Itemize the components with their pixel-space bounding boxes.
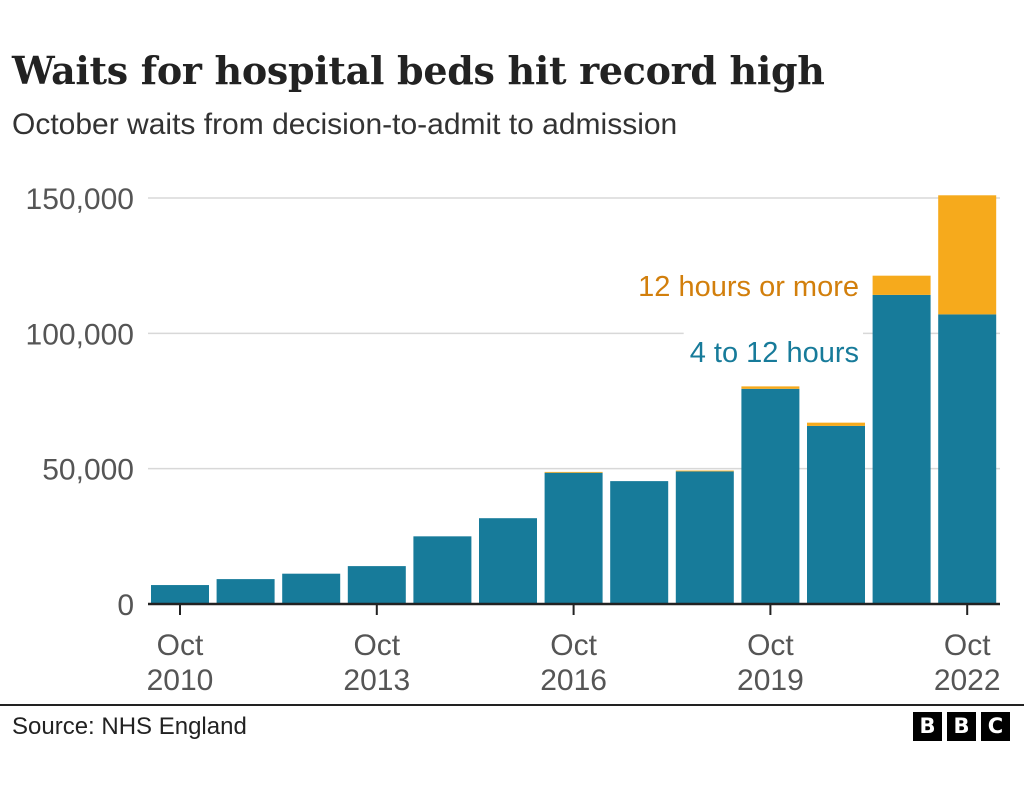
x-tick-label: Oct bbox=[157, 629, 204, 662]
annotation-background bbox=[632, 266, 863, 306]
bar-segment-4-to-12-hours bbox=[216, 579, 275, 604]
x-tick-label: Oct bbox=[944, 629, 991, 662]
stacked-bar-chart: 050,000100,000150,000Oct2010Oct2013Oct20… bbox=[26, 183, 1001, 697]
x-tick-label: Oct bbox=[550, 629, 597, 662]
bar-segment-12-hours-or-more bbox=[938, 195, 997, 315]
chart-title: Waits for hospital beds hit record high bbox=[12, 48, 825, 93]
bar-segment-12-hours-or-more bbox=[741, 386, 800, 389]
x-tick-label: Oct bbox=[747, 629, 794, 662]
bar-segment-4-to-12-hours bbox=[872, 294, 931, 604]
bar-segment-4-to-12-hours bbox=[413, 536, 472, 604]
footer-divider bbox=[0, 704, 1024, 706]
annotation-12-hours-or-more: 12 hours or more bbox=[638, 271, 859, 303]
chart-subtitle: October waits from decision-to-admit to … bbox=[12, 108, 678, 141]
x-tick-label: 2010 bbox=[147, 664, 214, 697]
annotation-4-to-12-hours: 4 to 12 hours bbox=[690, 337, 859, 369]
x-tick-label: Oct bbox=[353, 629, 400, 662]
bar-segment-12-hours-or-more bbox=[675, 470, 734, 472]
x-tick-label: 2016 bbox=[540, 664, 607, 697]
bar-segment-4-to-12-hours bbox=[282, 573, 341, 604]
x-tick-label: 2019 bbox=[737, 664, 804, 697]
y-tick-label: 100,000 bbox=[26, 318, 134, 351]
bbc-logo-letter: B bbox=[947, 712, 976, 741]
bar-segment-4-to-12-hours bbox=[479, 518, 537, 604]
bbc-logo-letter: B bbox=[913, 712, 942, 741]
x-tick-label: 2013 bbox=[343, 664, 410, 697]
bar-segment-4-to-12-hours bbox=[347, 566, 406, 604]
bar-segment-4-to-12-hours bbox=[151, 585, 209, 604]
annotation-background bbox=[683, 332, 863, 372]
bbc-logo: B B C bbox=[913, 712, 1010, 741]
bar-segment-4-to-12-hours bbox=[741, 388, 800, 604]
bar-segment-12-hours-or-more bbox=[544, 471, 603, 473]
bar-segment-4-to-12-hours bbox=[807, 425, 865, 604]
bar-segment-4-to-12-hours bbox=[675, 471, 734, 604]
source-note: Source: NHS England bbox=[12, 713, 247, 740]
bar-segment-4-to-12-hours bbox=[610, 481, 669, 604]
bar-segment-12-hours-or-more bbox=[807, 422, 865, 426]
y-tick-label: 50,000 bbox=[42, 454, 134, 487]
bar-segment-4-to-12-hours bbox=[544, 472, 603, 604]
bar-segment-12-hours-or-more bbox=[872, 275, 931, 295]
bar-segment-4-to-12-hours bbox=[938, 314, 997, 604]
y-tick-label: 0 bbox=[117, 589, 134, 622]
x-tick-label: 2022 bbox=[934, 664, 1001, 697]
y-tick-label: 150,000 bbox=[26, 183, 134, 216]
bbc-logo-letter: C bbox=[981, 712, 1010, 741]
